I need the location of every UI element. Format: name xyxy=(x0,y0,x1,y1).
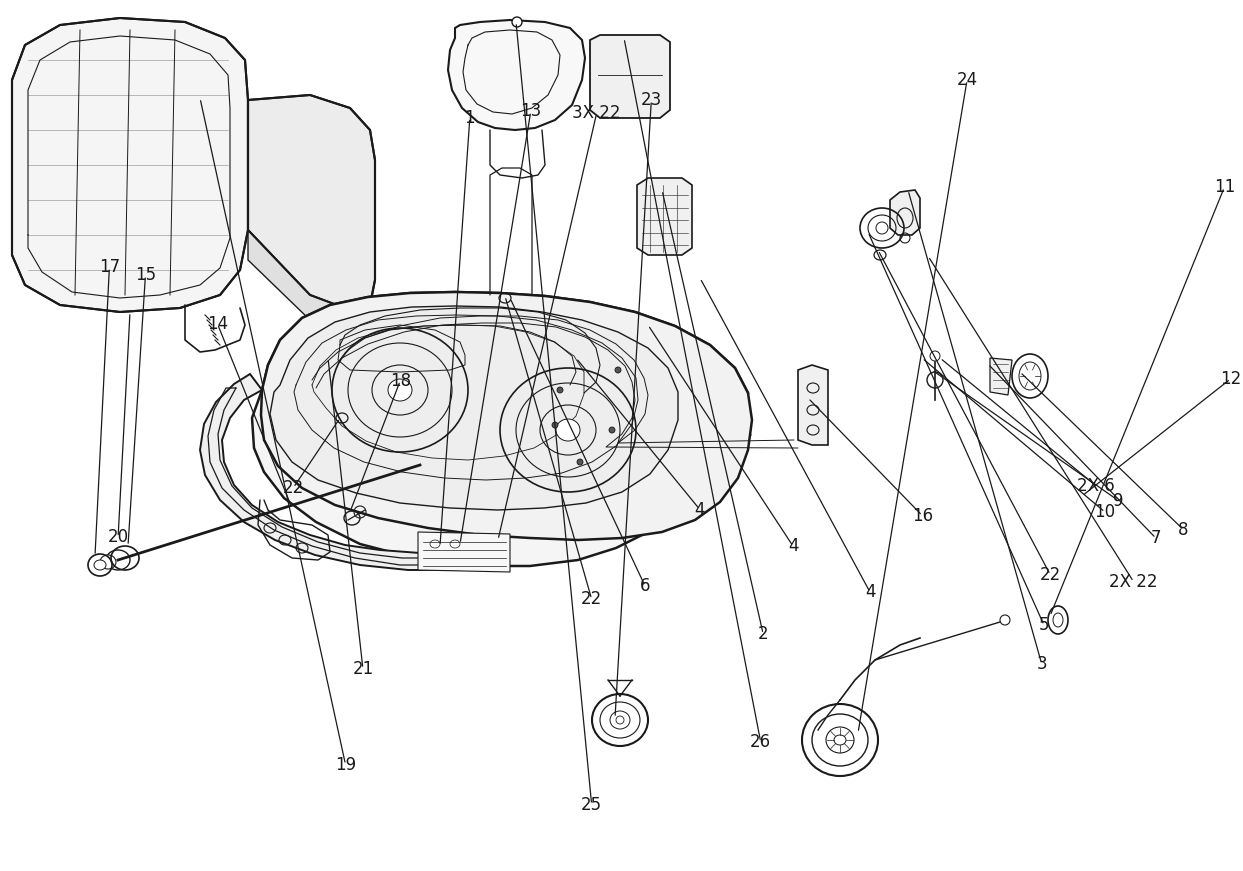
Text: 1: 1 xyxy=(465,109,475,126)
Text: 21: 21 xyxy=(352,660,374,678)
Text: 5: 5 xyxy=(1039,617,1049,634)
Polygon shape xyxy=(270,306,677,510)
Polygon shape xyxy=(798,365,828,445)
Text: 22: 22 xyxy=(580,591,603,608)
Ellipse shape xyxy=(930,351,940,361)
Text: 4: 4 xyxy=(788,537,798,555)
Ellipse shape xyxy=(552,422,558,428)
Polygon shape xyxy=(252,292,748,566)
Polygon shape xyxy=(249,95,375,310)
Text: 22: 22 xyxy=(1039,566,1062,584)
Text: 23: 23 xyxy=(640,91,663,109)
Text: 2: 2 xyxy=(758,625,768,643)
Ellipse shape xyxy=(99,555,116,569)
Text: 16: 16 xyxy=(912,507,932,524)
Text: 14: 14 xyxy=(208,315,227,333)
Polygon shape xyxy=(447,20,585,130)
Ellipse shape xyxy=(615,367,622,373)
Text: 22: 22 xyxy=(282,479,305,496)
Polygon shape xyxy=(200,374,498,570)
Text: 19: 19 xyxy=(336,756,355,773)
Text: 3X 22: 3X 22 xyxy=(572,105,622,122)
Text: 4: 4 xyxy=(865,584,875,601)
Ellipse shape xyxy=(577,459,583,465)
Polygon shape xyxy=(418,532,510,572)
Polygon shape xyxy=(12,18,249,312)
Ellipse shape xyxy=(94,560,106,570)
Ellipse shape xyxy=(834,735,846,745)
Ellipse shape xyxy=(609,427,615,433)
Polygon shape xyxy=(590,35,670,118)
Text: 11: 11 xyxy=(1213,179,1236,196)
Text: 24: 24 xyxy=(957,71,977,89)
Text: 10: 10 xyxy=(1095,503,1115,521)
Text: 4: 4 xyxy=(695,501,705,518)
Text: 26: 26 xyxy=(751,733,771,751)
Text: 20: 20 xyxy=(108,529,128,546)
Ellipse shape xyxy=(617,716,624,724)
Ellipse shape xyxy=(512,17,522,27)
Text: 7: 7 xyxy=(1151,530,1161,547)
Text: 2X 22: 2X 22 xyxy=(1109,573,1158,591)
Ellipse shape xyxy=(556,419,580,441)
Polygon shape xyxy=(261,292,752,540)
Ellipse shape xyxy=(876,222,888,234)
Text: 9: 9 xyxy=(1114,492,1124,510)
Text: 3: 3 xyxy=(1037,655,1047,672)
Text: 6: 6 xyxy=(640,577,650,595)
Polygon shape xyxy=(636,178,692,255)
Polygon shape xyxy=(249,230,351,330)
Text: 8: 8 xyxy=(1178,521,1188,538)
Text: 2X 6: 2X 6 xyxy=(1078,477,1115,495)
Text: 12: 12 xyxy=(1219,370,1242,388)
Text: 13: 13 xyxy=(520,103,542,120)
Text: 15: 15 xyxy=(135,267,155,284)
Polygon shape xyxy=(890,190,920,235)
Text: 17: 17 xyxy=(99,259,119,276)
Text: 18: 18 xyxy=(390,372,410,389)
Ellipse shape xyxy=(388,379,411,401)
Text: 25: 25 xyxy=(582,796,602,814)
Polygon shape xyxy=(989,358,1012,395)
Ellipse shape xyxy=(557,387,563,393)
